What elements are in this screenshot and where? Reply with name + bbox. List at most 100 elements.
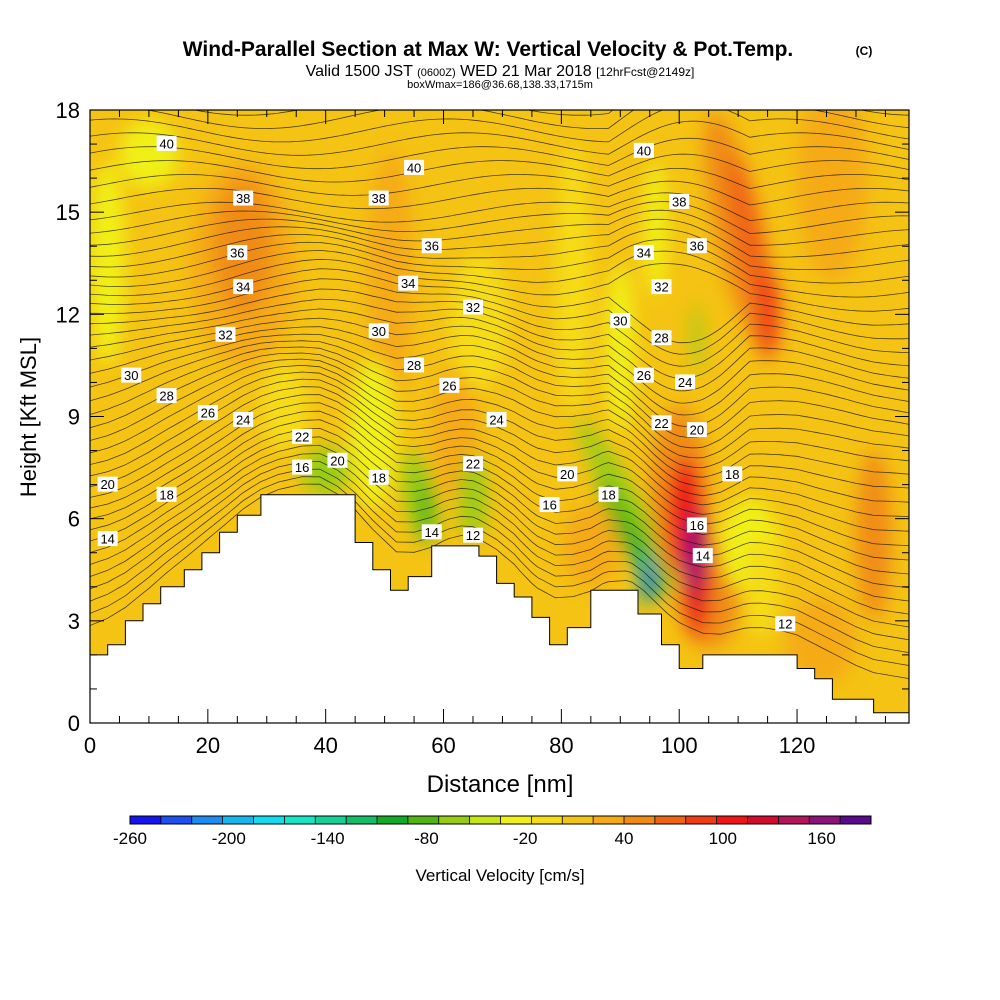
theta-label: 22 [295,429,309,444]
theta-label-box [404,159,425,175]
theta-label: 28 [654,331,668,346]
x-axis: 0 20 40 60 80 100 120 [84,110,886,758]
theta-label-box [398,275,419,291]
theta-contour-line [90,218,909,258]
theta-contour-line [90,249,909,298]
theta-label: 12 [778,617,792,632]
colorbar-swatch [500,816,532,824]
velocity-region [577,418,676,585]
theta-label-box [651,279,672,295]
theta-label-box [156,388,177,404]
theta-contour-line [90,340,909,438]
theta-label: 22 [654,416,668,431]
x-tick-label: 80 [549,733,573,758]
colorbar-swatch [407,816,440,824]
theta-label: 38 [672,194,686,209]
theta-label: 28 [407,358,421,373]
theta-label: 14 [100,532,114,547]
theta-label-box [368,469,389,485]
colorbar-swatch [222,816,254,824]
theta-label: 24 [489,412,503,427]
theta-label: 26 [442,378,456,393]
theta-label-box [610,313,631,329]
colorbar-swatch [377,816,409,824]
theta-label-box [368,323,389,339]
theta-contour-line [90,228,909,270]
theta-contour-line [90,308,909,392]
theta-label-box [233,279,254,295]
theta-label-box [633,367,654,383]
theta-contour-line [90,461,909,641]
theta-label-box [439,377,460,393]
theta-contour-line [90,192,909,223]
y-axis-label: Height [Kft MSL] [16,337,41,497]
x-tick-label: 60 [431,733,455,758]
theta-label-box [651,330,672,346]
theta-label: 36 [425,239,439,254]
theta-contour-line [90,110,909,143]
x-tick-label: 0 [84,733,96,758]
theta-label: 18 [371,470,385,485]
colorbar-tick-label: 40 [615,829,634,848]
theta-contour-line [90,298,909,379]
colorbar-tick-label: 100 [709,829,737,848]
theta-contours [90,110,909,679]
y-tick-label: 15 [56,200,80,225]
theta-label-box [686,422,707,438]
velocity-region [555,144,591,417]
theta-label-box [368,190,389,206]
theta-contour-line [90,153,909,183]
theta-label-box [775,616,796,632]
y-tick-label: 0 [68,711,80,736]
theta-label: 30 [371,324,385,339]
theta-contour-line [90,402,909,547]
theta-label: 26 [637,368,651,383]
theta-contour-line [90,468,909,653]
theta-contour-line [90,378,909,503]
theta-contour-line [90,386,909,518]
theta-label: 12 [466,528,480,543]
theta-contour-line [90,364,909,478]
theta-label-box [486,411,507,427]
theta-label: 20 [330,453,344,468]
velocity-region [797,110,868,281]
theta-contour-line [145,110,909,130]
theta-contour-line [90,180,909,210]
velocity-region [119,120,179,189]
velocity-region [646,566,653,601]
colorbar-swatch [160,816,193,824]
theta-label: 36 [230,246,244,261]
theta-label-box [215,326,236,342]
colorbar-swatch [840,816,872,824]
theta-contour-line [90,209,909,246]
subtitle-utc: (0600Z) [417,67,456,79]
theta-contour-line [90,453,909,628]
colorbar-swatch [315,816,347,824]
colorbar-swatch [531,816,563,824]
theta-label: 34 [637,246,651,261]
theta-label-box [686,517,707,533]
theta-contour-line [90,288,909,367]
colorbar-tick-label: -140 [311,829,345,848]
terrain-mask [90,494,909,723]
theta-label-box [121,367,142,383]
theta-label-box [197,405,218,421]
theta-label-box [722,466,743,482]
theta-label-box [692,548,713,564]
theta-label: 38 [236,191,250,206]
x-tick-label: 100 [661,733,698,758]
theta-contour-line [90,483,909,679]
theta-contour-line [90,120,909,156]
colorbar-swatch [130,816,162,824]
theta-contour-line [90,258,909,312]
theta-label-box [539,497,560,513]
theta-label-box [327,452,348,468]
plot-area: 40 40 40 38 38 38 36 36 36 34 34 34 32 32 32 30 30 30 28 28… [90,110,909,723]
theta-label-box [462,299,483,315]
theta-label: 30 [124,368,138,383]
colorbar-swatch [191,816,224,824]
colorbar-swatch [562,816,594,824]
theta-contour-line [90,358,909,469]
theta-label-box [462,456,483,472]
